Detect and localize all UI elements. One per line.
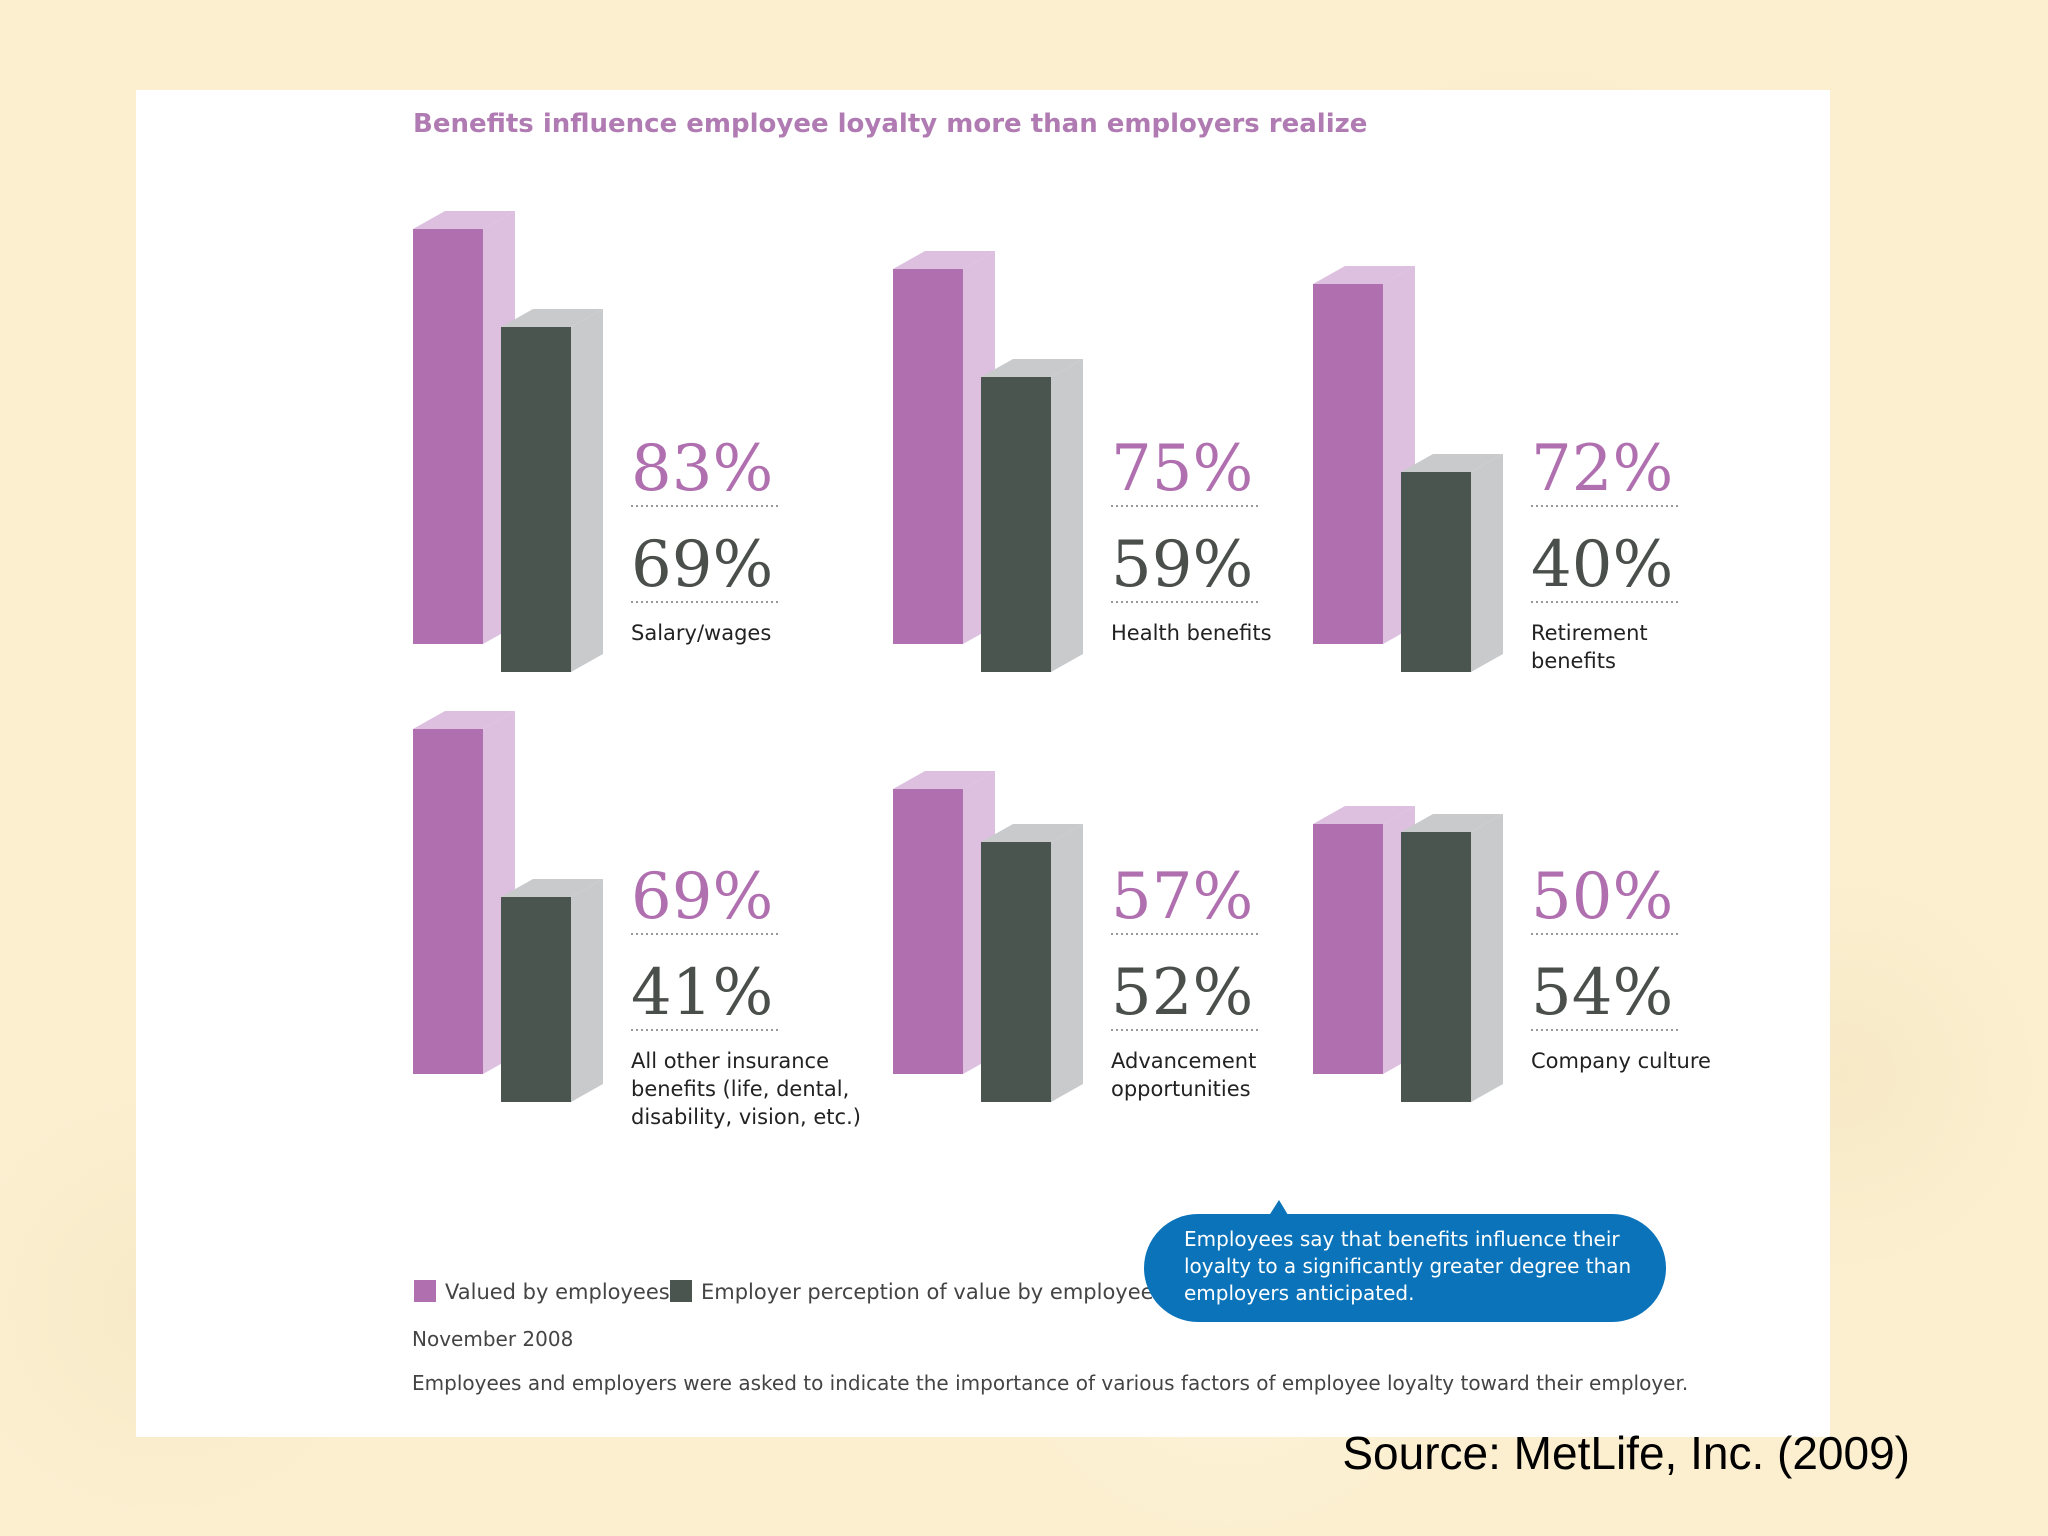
bar-employer-health-benefits [981, 377, 1051, 672]
legend-label-employees: Valued by employees [445, 1280, 670, 1304]
callout-text: employers anticipated. [1184, 1281, 1414, 1305]
bar-employees-company-culture-top [1313, 806, 1415, 824]
legend-label-employer: Employer perception of value by employee [701, 1280, 1154, 1304]
bar-employer-salary-wages-side [571, 309, 603, 672]
category-label-advancement-opportunities: Advancement [1111, 1049, 1256, 1073]
bar-employees-health-benefits-top [893, 251, 995, 269]
bar-employees-health-benefits [893, 269, 963, 644]
value-label-employer-salary-wages: 69% [631, 528, 773, 602]
bar-employer-salary-wages-top [501, 309, 603, 327]
bar-employer-company-culture-side [1471, 814, 1503, 1102]
value-label-employees-health-benefits: 75% [1111, 432, 1253, 506]
bar-employer-retirement-benefits-side [1471, 454, 1503, 672]
category-label-advancement-opportunities: opportunities [1111, 1077, 1251, 1101]
bar-employer-advancement-opportunities [981, 842, 1051, 1102]
bar-employer-all-other-insurance-benefits-life-dental-disability-vision-etc [501, 897, 571, 1102]
bar-employer-advancement-opportunities-top [981, 824, 1083, 842]
bar-employees-salary-wages [413, 229, 483, 644]
callout-text: Employees say that benefits influence th… [1184, 1227, 1620, 1251]
bar-employer-advancement-opportunities-side [1051, 824, 1083, 1102]
callout-bubble [1144, 1214, 1666, 1322]
category-label-company-culture: Company culture [1531, 1049, 1711, 1073]
bar-employees-company-culture [1313, 824, 1383, 1074]
bar-employees-all-other-insurance-benefits-life-dental-disability-vision-etc-top [413, 711, 515, 729]
value-label-employer-advancement-opportunities: 52% [1111, 956, 1253, 1030]
bar-employees-retirement-benefits [1313, 284, 1383, 644]
survey-note: Employees and employers were asked to in… [412, 1371, 1688, 1395]
value-label-employer-retirement-benefits: 40% [1531, 528, 1673, 602]
value-label-employer-health-benefits: 59% [1111, 528, 1253, 602]
value-label-employees-all-other-insurance-benefits-life-dental-disability-vision-etc: 69% [631, 860, 773, 934]
value-label-employees-company-culture: 50% [1531, 860, 1673, 934]
bar-employer-all-other-insurance-benefits-life-dental-disability-vision-etc-top [501, 879, 603, 897]
bar-employer-health-benefits-top [981, 359, 1083, 377]
bar-employees-all-other-insurance-benefits-life-dental-disability-vision-etc [413, 729, 483, 1074]
value-label-employees-retirement-benefits: 72% [1531, 432, 1673, 506]
bar-employer-company-culture [1401, 832, 1471, 1102]
bar-employees-retirement-benefits-top [1313, 266, 1415, 284]
legend-swatch-employer [670, 1280, 692, 1302]
chart-title: Benefits influence employee loyalty more… [413, 109, 1367, 139]
survey-date: November 2008 [412, 1327, 573, 1351]
bar-employer-all-other-insurance-benefits-life-dental-disability-vision-etc-side [571, 879, 603, 1102]
value-label-employees-salary-wages: 83% [631, 432, 773, 506]
bar-employees-advancement-opportunities-top [893, 771, 995, 789]
bar-employer-retirement-benefits [1401, 472, 1471, 672]
bar-employer-health-benefits-side [1051, 359, 1083, 672]
bar-employer-company-culture-top [1401, 814, 1503, 832]
callout-text: loyalty to a significantly greater degre… [1184, 1254, 1631, 1278]
loyalty-bar-chart: Benefits influence employee loyalty more… [412, 109, 1711, 1395]
value-label-employees-advancement-opportunities: 57% [1111, 860, 1253, 934]
value-label-employer-all-other-insurance-benefits-life-dental-disability-vision-etc: 41% [631, 956, 773, 1030]
category-label-health-benefits: Health benefits [1111, 621, 1272, 645]
bar-employer-retirement-benefits-top [1401, 454, 1503, 472]
bar-employees-salary-wages-top [413, 211, 515, 229]
category-label-all-other-insurance-benefits-life-dental-disability-vision-etc: benefits (life, dental, [631, 1077, 849, 1101]
bar-employees-advancement-opportunities [893, 789, 963, 1074]
infographic-panel: Benefits influence employee loyalty more… [136, 90, 1830, 1437]
source-citation: Source: MetLife, Inc. (2009) [1342, 1427, 1910, 1479]
category-label-retirement-benefits: benefits [1531, 649, 1616, 673]
category-label-all-other-insurance-benefits-life-dental-disability-vision-etc: disability, vision, etc.) [631, 1105, 861, 1129]
category-label-retirement-benefits: Retirement [1531, 621, 1648, 645]
category-label-salary-wages: Salary/wages [631, 621, 771, 645]
value-label-employer-company-culture: 54% [1531, 956, 1673, 1030]
category-label-all-other-insurance-benefits-life-dental-disability-vision-etc: All other insurance [631, 1049, 829, 1073]
legend-swatch-employees [414, 1280, 436, 1302]
bar-employer-salary-wages [501, 327, 571, 672]
